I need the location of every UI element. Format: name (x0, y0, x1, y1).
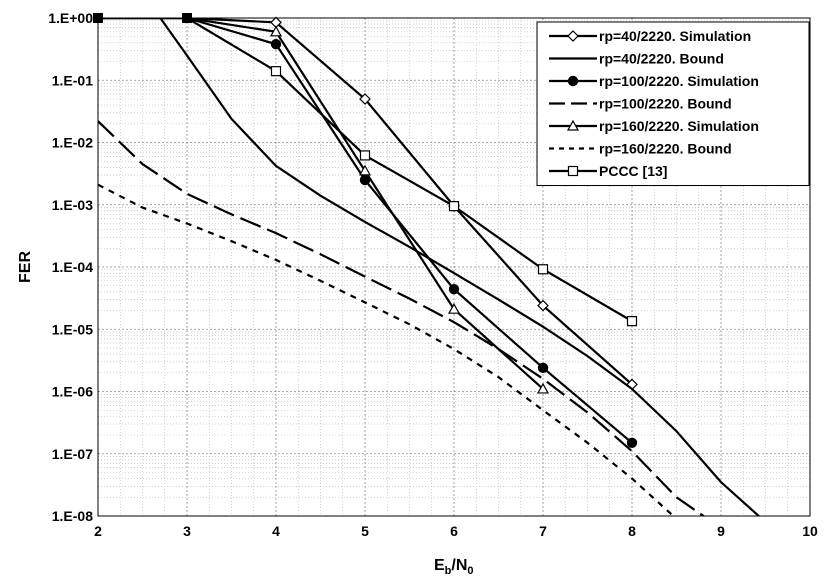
series-3-marker (448, 283, 460, 295)
legend-item-6-label: rp=160/2220. Bound (599, 141, 732, 157)
series-1-marker (537, 299, 549, 312)
legend-item-7: PCCC [13] (549, 163, 667, 179)
series-5-marker (269, 25, 283, 37)
y-axis-tick-labels: 1.E+00 1.E-01 1.E-02 1.E-03 1.E-04 1.E-05 1.E-… (48, 10, 93, 524)
y-axis-title: FER (17, 251, 34, 283)
y-tick-label: 1.E-05 (52, 321, 93, 337)
legend-item-7-marker (567, 165, 579, 177)
legend-item-1-marker (567, 30, 579, 42)
legend-item-6: rp=160/2220. Bound (549, 141, 732, 157)
series-7-marker (270, 66, 282, 77)
y-tick-label: 1.E-03 (52, 197, 93, 213)
y-tick-label: 1.E-04 (52, 259, 93, 275)
x-axis-title: Eb/N0 (434, 557, 474, 577)
y-tick-label: 1.E-02 (52, 135, 93, 151)
legend-item-3-marker (567, 75, 579, 87)
series-3-marker (270, 38, 282, 50)
series-7-marker (448, 201, 460, 212)
series-4-line (98, 120, 706, 516)
y-tick-label: 1.E-07 (52, 446, 93, 462)
series-7-marker (359, 150, 371, 161)
x-tick-label: 6 (450, 523, 458, 539)
legend: rp=40/2220. Simulation rp=40/2220. Bound r… (536, 21, 810, 186)
legend-item-4: rp=100/2220. Bound (549, 96, 732, 112)
series-3-marker (626, 437, 638, 448)
series-6 (98, 183, 675, 516)
series-3-marker (537, 362, 549, 374)
series-7 (93, 13, 638, 327)
legend-item-5-label: rp=160/2220. Simulation (599, 118, 759, 134)
legend-item-1: rp=40/2220. Simulation (549, 28, 751, 44)
y-tick-label: 1.E+00 (48, 10, 93, 26)
series-5-marker (358, 164, 372, 176)
series-7-marker (182, 13, 192, 23)
y-tick-label: 1.E-01 (52, 72, 93, 88)
series-6-line (98, 183, 675, 516)
legend-item-5: rp=160/2220. Simulation (549, 118, 759, 134)
x-tick-label: 9 (717, 523, 725, 539)
series-1-marker (359, 93, 371, 105)
legend-item-5-marker (566, 119, 580, 131)
series-5-marker (536, 382, 550, 394)
plot-area-frame (97, 17, 811, 517)
x-tick-label: 7 (539, 523, 547, 539)
x-tick-label: 8 (628, 523, 636, 539)
x-tick-label: 3 (183, 523, 191, 539)
series-7-marker (626, 316, 638, 327)
legend-item-7-label: PCCC [13] (599, 163, 667, 179)
series-layer (93, 13, 761, 516)
legend-item-3-label: rp=100/2220. Simulation (599, 73, 759, 89)
legend-item-2-label: rp=40/2220. Bound (599, 51, 724, 67)
series-5-marker (447, 302, 461, 314)
x-tick-label: 2 (94, 523, 102, 539)
x-tick-label: 10 (802, 523, 818, 539)
legend-item-3: rp=100/2220. Simulation (549, 73, 759, 89)
x-tick-label: 4 (272, 523, 280, 539)
series-2-line (159, 18, 761, 516)
legend-item-4-label: rp=100/2220. Bound (599, 96, 732, 112)
series-4 (98, 120, 706, 516)
x-axis-tick-labels: 2 3 4 5 6 7 8 9 10 (94, 523, 818, 539)
y-tick-label: 1.E-06 (52, 384, 93, 400)
series-2 (159, 18, 761, 516)
series-5-line (98, 18, 544, 390)
x-tick-label: 5 (361, 523, 369, 539)
series-7-marker (537, 264, 549, 275)
y-tick-label: 1.E-08 (52, 508, 93, 524)
legend-item-2: rp=40/2220. Bound (549, 51, 724, 67)
series-7-marker (93, 13, 103, 23)
legend-item-1-label: rp=40/2220. Simulation (599, 28, 751, 44)
